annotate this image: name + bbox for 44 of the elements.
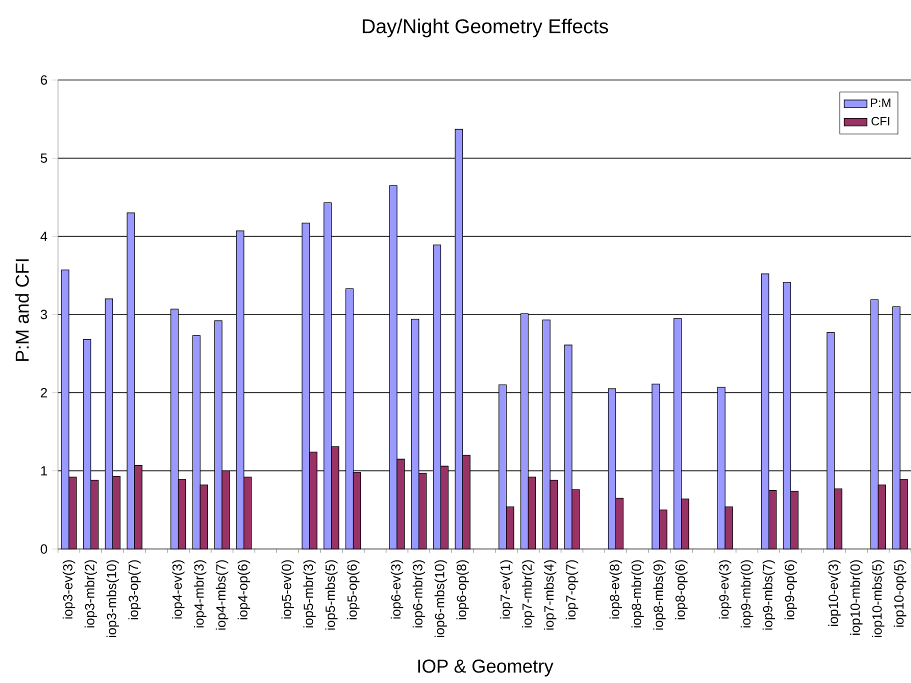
x-tick-label: iop9-op(6) — [784, 560, 797, 620]
x-tick-label: iop6-ev(3) — [390, 560, 404, 619]
legend-label: P:M — [870, 98, 890, 107]
x-tick-label: iop5-ev(0) — [281, 560, 294, 619]
x-tick-label: iop6-mbs(10) — [434, 560, 447, 638]
x-tick-label: iop10-ev(3) — [828, 560, 841, 626]
x-tick-label: iop4-mbr(3) — [194, 560, 206, 628]
x-axis-title: IOP & Geometry — [418, 660, 554, 676]
x-tick-label: iop7-mbr(2) — [522, 560, 534, 628]
x-tick-label: iop10-mbr(0) — [850, 560, 863, 635]
x-tick-label: iop5-op(6) — [347, 560, 360, 620]
x-tick-label: iop4-ev(3) — [172, 560, 185, 619]
x-tick-label: iop10-mbs(5) — [872, 560, 884, 638]
x-tick-label: iop7-op(7) — [566, 560, 578, 620]
chart-title: Day/Night Geometry Effects — [362, 18, 608, 38]
y-tick-label: 1 — [41, 466, 47, 476]
x-tick-label: iop4-mbs(7) — [216, 560, 228, 630]
x-tick-label: iop8-mbs(9) — [653, 560, 666, 630]
y-tick-label: 3 — [40, 310, 48, 320]
x-tick-label: iop7-mbs(4) — [544, 560, 556, 630]
y-axis-title: P:M and CFI — [15, 259, 29, 361]
x-tick-label: iop6-mbr(3) — [412, 560, 426, 628]
x-tick-label: iop6-op(8) — [456, 560, 469, 620]
x-tick-label: iop8-op(6) — [675, 560, 688, 620]
x-tick-label: iop3-mbs(10) — [106, 560, 119, 638]
legend-label: CFI — [872, 116, 890, 126]
y-tick-label: 5 — [40, 154, 48, 163]
x-tick-label: iop4-op(6) — [238, 560, 250, 620]
x-tick-label: iop3-ev(3) — [62, 560, 76, 619]
y-tick-label: 0 — [40, 544, 48, 554]
x-tick-label: iop3-op(7) — [128, 560, 141, 620]
y-tick-label: 6 — [40, 75, 48, 85]
x-tick-label: iop8-mbr(0) — [631, 560, 644, 628]
x-tick-label: iop5-mbs(5) — [325, 560, 338, 630]
x-tick-label: iop8-ev(8) — [610, 560, 622, 619]
x-tick-label: iop3-mbr(2) — [84, 560, 98, 628]
x-tick-label: iop9-mbr(0) — [740, 560, 754, 628]
x-tick-label: iop5-mbr(3) — [303, 560, 316, 628]
x-tick-label: iop9-mbs(7) — [762, 560, 776, 630]
x-tick-label: iop10-op(5) — [894, 560, 906, 627]
x-tick-label: iop9-ev(3) — [718, 560, 732, 619]
x-tick-label: iop7-ev(1) — [500, 560, 513, 619]
y-tick-label: 4 — [40, 232, 48, 241]
y-tick-label: 2 — [40, 388, 47, 398]
